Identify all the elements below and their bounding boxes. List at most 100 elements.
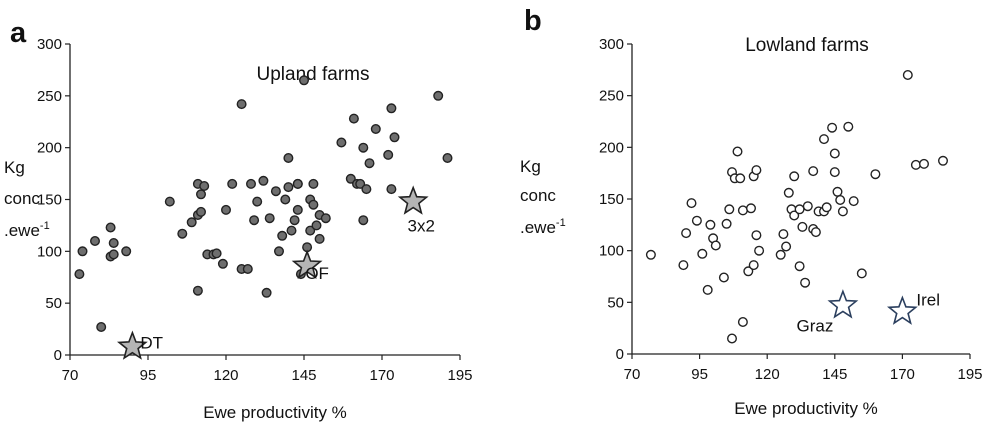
panel-a-ylabel-unit: .ewe [4,221,40,240]
data-point [277,230,288,241]
data-point [177,228,188,239]
data-point [751,165,762,176]
data-point [299,75,310,86]
data-point [829,148,840,159]
data-point [108,237,119,248]
highlight-label-dt: DT [140,334,163,353]
data-point [389,132,400,143]
highlight-star-of [291,249,323,280]
y-tick-label: 200 [599,139,624,156]
y-tick-label: 50 [45,295,62,312]
data-point [199,180,210,191]
highlight-label-irel: Irel [916,291,940,310]
data-point [286,225,297,236]
data-point [261,287,272,298]
data-point [280,194,291,205]
x-tick-label: 195 [957,366,982,383]
highlight-label-3x2: 3x2 [407,217,434,236]
y-tick-label: 300 [599,36,624,53]
data-point [336,137,347,148]
data-point [77,246,88,257]
data-point [242,264,253,275]
data-point [383,149,394,160]
data-point [186,217,197,228]
panel-b-ylabel-line2: conc [520,186,556,205]
data-point [727,333,738,344]
data-point [289,215,300,226]
data-point [386,184,397,195]
data-point [355,178,366,189]
data-point [195,189,206,200]
data-point [686,198,697,209]
y-tick-label: 250 [37,88,62,105]
x-tick-label: 70 [62,367,79,384]
highlight-label-of: OF [305,264,329,283]
data-point [721,218,732,229]
panel-b-ylabel-unit: .ewe [520,218,556,237]
data-point [678,260,689,271]
data-point [819,134,830,145]
highlight-star-dt [116,330,148,360]
data-point [164,196,175,207]
data-point [735,173,746,184]
data-point [829,167,840,178]
y-tick-label: 250 [599,88,624,105]
data-point [843,121,854,132]
x-tick-label: 70 [624,366,641,383]
data-point [245,178,256,189]
data-point [837,206,848,217]
data-point [311,220,322,231]
data-point [74,269,85,280]
data-point [743,266,754,277]
x-tick-label: 170 [890,366,915,383]
data-point [938,155,949,166]
data-point [781,241,792,252]
highlight-star-irel [886,295,918,325]
data-point [292,178,303,189]
data-point [364,158,375,169]
data-point [732,146,743,157]
highlight-star-graz [827,289,859,319]
panel-b-ylabel-line3: .ewe-1 [520,217,566,237]
data-point [702,284,713,295]
data-point [737,317,748,328]
data-point [856,268,867,279]
data-point [108,249,119,260]
data-point [710,240,721,251]
panel-a-ylabel-line2: conc [4,189,40,208]
panel-b-ylabel-line1: Kg [520,157,541,176]
data-point [220,204,231,215]
data-point [789,210,800,221]
y-tick-label: 0 [616,346,624,363]
data-point [361,184,372,195]
panel-a-ylabel-exponent: -1 [40,220,50,232]
data-point [249,215,260,226]
panel-a-ylabel-line3: .ewe-1 [4,220,50,240]
data-point [89,235,100,246]
data-point [737,205,748,216]
data-point [292,204,303,215]
data-point [348,113,359,124]
y-tick-label: 100 [599,243,624,260]
data-point [794,204,805,215]
data-point [320,213,331,224]
data-point [96,322,107,333]
data-point [775,249,786,260]
data-point [697,248,708,259]
data-point [797,221,808,232]
y-tick-label: 100 [37,243,62,260]
data-point [827,122,838,133]
data-point [264,213,275,224]
data-point [121,246,132,257]
x-tick-label: 145 [291,367,316,384]
y-tick-label: 50 [607,294,624,311]
data-point [236,99,247,110]
data-point [835,194,846,205]
data-point [848,196,859,207]
panel-b-letter: b [524,5,542,37]
data-point [754,245,765,256]
data-point [778,229,789,240]
y-tick-label: 0 [54,347,62,364]
x-tick-label: 120 [755,366,780,383]
